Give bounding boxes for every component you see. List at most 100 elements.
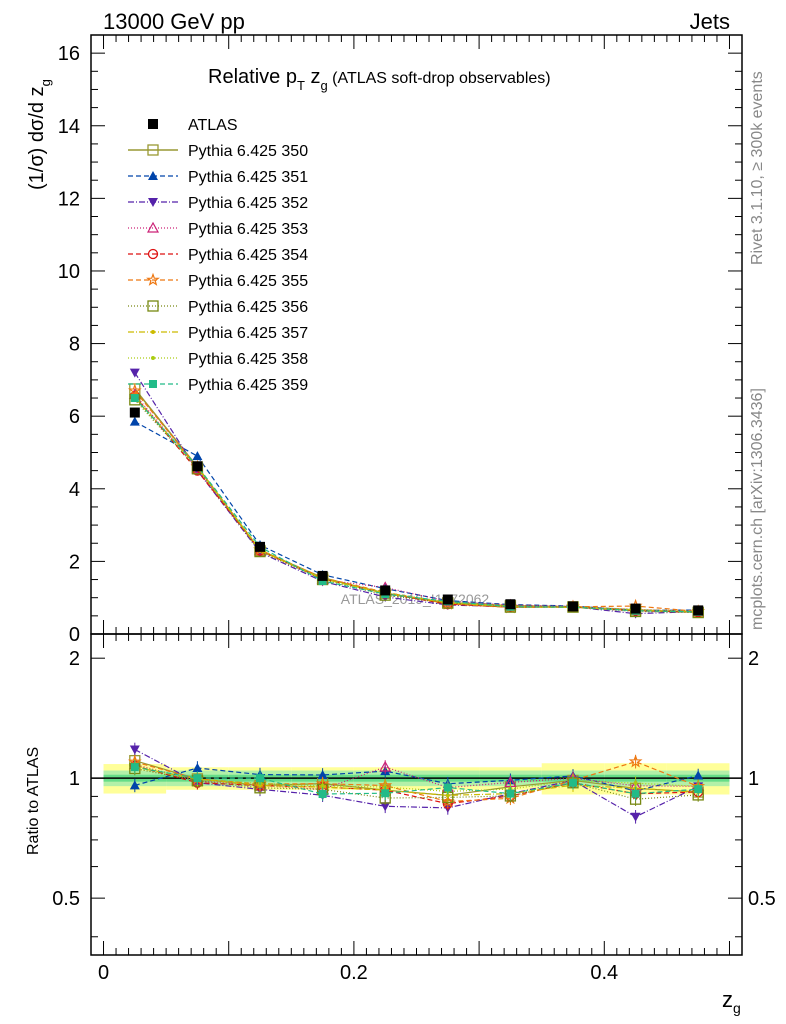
ratio-tick-label-right: 2	[748, 648, 759, 670]
legend-label: Pythia 6.425 354	[188, 247, 308, 264]
legend-label: Pythia 6.425 351	[188, 169, 308, 186]
title-tail: (ATLAS soft-drop observables)	[328, 70, 551, 87]
data-point-main	[318, 576, 327, 585]
series-line-main	[134, 399, 699, 614]
legend-marker	[148, 171, 158, 180]
ratio-tick-label: 2	[69, 648, 80, 670]
data-point-ratio	[256, 774, 265, 783]
legend-marker	[151, 330, 155, 334]
legend-marker	[148, 198, 158, 207]
ratio-tick-label: 0.5	[52, 888, 80, 910]
legend-marker	[147, 248, 159, 260]
series-line-main	[134, 397, 699, 613]
data-point-ratio	[443, 783, 452, 792]
data-point-ratio	[318, 790, 327, 799]
header-left: 13000 GeV pp	[103, 9, 245, 34]
series-line-ratio	[134, 761, 699, 803]
series-line-main	[134, 395, 699, 613]
data-point-ratio	[568, 778, 577, 787]
series-line-main	[134, 397, 699, 613]
legend-label: Pythia 6.425 353	[188, 221, 308, 238]
y-axis-label-main-text: (1/σ) dσ/d z	[26, 86, 48, 190]
y-tick-label: 0	[69, 624, 80, 646]
main-y-axis: 0 2 4 6 8 10 12 14 16	[58, 34, 742, 646]
data-point-main	[130, 394, 139, 403]
legend-label: Pythia 6.425 358	[188, 351, 308, 368]
x-axis: 0 0.2 0.4	[98, 35, 730, 984]
data-point-ratio	[130, 763, 139, 772]
y-axis-label-ratio: Ratio to ATLAS	[25, 747, 42, 855]
ratio-y-axis: 0.5 0.5 1 1 2 2	[52, 648, 776, 938]
y-tick-label: 12	[58, 188, 80, 210]
reference-point	[442, 594, 453, 605]
data-point-ratio	[381, 789, 390, 798]
reference-point	[693, 605, 704, 616]
x-axis-label: zg	[722, 987, 741, 1016]
reference-point	[255, 541, 266, 552]
series-line-ratio	[134, 766, 699, 795]
x-axis-label-sub: g	[733, 1000, 741, 1016]
ratio-tick-label: 1	[69, 768, 80, 790]
reference-point	[380, 585, 391, 596]
reference-point	[129, 407, 140, 418]
y-tick-label: 8	[69, 334, 80, 356]
data-point-ratio	[129, 745, 140, 755]
x-tick-label: 0	[98, 962, 109, 984]
legend-label: Pythia 6.425 355	[188, 273, 308, 290]
data-point-main	[129, 368, 140, 378]
series-line-ratio	[134, 748, 699, 818]
ratio-series-group	[127, 742, 706, 824]
legend-label: Pythia 6.425 352	[188, 195, 308, 212]
legend-marker	[147, 144, 159, 156]
data-point-ratio	[129, 780, 140, 790]
title-mid: z	[305, 66, 321, 88]
ratio-plot-frame	[90, 633, 743, 956]
title-sub-g: g	[320, 78, 327, 93]
title-sub-t: T	[297, 78, 305, 93]
y-tick-label: 14	[58, 116, 80, 138]
ratio-tick-label-right: 1	[748, 768, 759, 790]
reference-point	[192, 461, 203, 472]
legend-marker-atlas	[148, 119, 158, 129]
legend-label: Pythia 6.425 356	[188, 299, 308, 316]
y-tick-label: 6	[69, 406, 80, 428]
x-tick-label: 0.2	[340, 962, 368, 984]
legend-marker	[151, 356, 155, 360]
y-tick-label: 10	[58, 261, 80, 283]
series-line-main	[134, 388, 699, 614]
legend-label: ATLAS	[188, 117, 238, 134]
series-line-ratio	[134, 765, 699, 793]
y-axis-label-main: (1/σ) dσ/d zg	[26, 79, 53, 190]
y-axis-label-main-sub: g	[38, 79, 53, 86]
data-point-ratio	[631, 789, 640, 798]
series-line-ratio	[134, 763, 699, 790]
x-tick-label: 0.4	[590, 962, 618, 984]
legend-label: Pythia 6.425 357	[188, 325, 308, 342]
data-point-ratio	[193, 774, 202, 783]
series-line-ratio	[134, 766, 699, 796]
data-point-ratio	[694, 785, 703, 794]
data-point-ratio	[628, 754, 643, 768]
data-point-main	[129, 416, 140, 426]
y-tick-label: 16	[58, 43, 80, 65]
reference-point	[505, 599, 516, 610]
y-tick-label: 4	[69, 479, 80, 501]
legend-marker	[149, 380, 157, 388]
legend: ATLAS Pythia 6.425 350 Pythia 6.425 351 Pyt…	[128, 117, 308, 394]
legend-marker	[147, 300, 159, 312]
title-main: Relative p	[208, 66, 297, 88]
main-series-group	[127, 368, 706, 619]
data-point-ratio	[380, 802, 391, 812]
reference-point	[567, 601, 578, 612]
mcplots-label: mcplots.cern.ch [arXiv:1306.3436]	[749, 388, 766, 630]
data-point-ratio	[506, 789, 515, 798]
data-point-ratio	[317, 769, 328, 779]
series-line-main	[134, 421, 699, 612]
data-point-main	[127, 383, 142, 397]
ratio-tick-label-right: 0.5	[748, 888, 776, 910]
legend-label: Pythia 6.425 350	[188, 143, 308, 160]
series-line-ratio	[134, 767, 699, 792]
data-point-ratio	[379, 760, 392, 772]
y-tick-label: 2	[69, 551, 80, 573]
